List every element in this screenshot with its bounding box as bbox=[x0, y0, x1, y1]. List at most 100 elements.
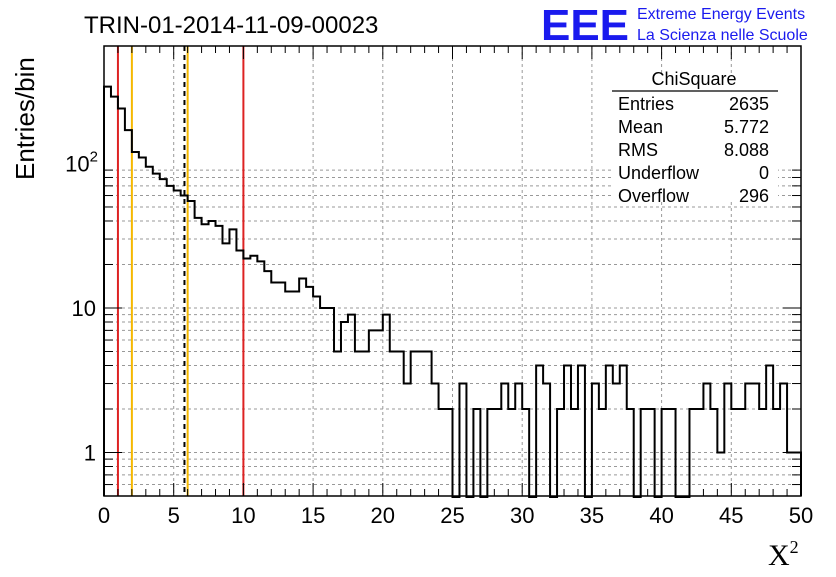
stats-row-value: 5.772 bbox=[724, 117, 769, 137]
histogram-bin bbox=[557, 409, 564, 496]
histogram-bin bbox=[613, 384, 620, 496]
histogram-bin bbox=[236, 250, 243, 496]
y-tick-label: 102 bbox=[65, 148, 98, 176]
histogram-bin bbox=[731, 409, 738, 496]
histogram-bin bbox=[320, 308, 327, 496]
histogram-bin bbox=[669, 409, 676, 496]
histogram-bin bbox=[390, 351, 397, 496]
histogram-bin bbox=[285, 292, 292, 496]
histogram-bin bbox=[404, 384, 411, 496]
logo-mark: EEE bbox=[541, 1, 629, 50]
histogram-bin bbox=[376, 330, 383, 496]
tick-labels: 0 5 10 15 20 25 30 35 40 45 50 1 10 102 bbox=[65, 148, 813, 528]
y-tick-label: 1 bbox=[84, 440, 96, 465]
stats-row-value: 296 bbox=[739, 186, 769, 206]
histogram-bin bbox=[306, 287, 313, 496]
x-tick-label: 35 bbox=[580, 503, 604, 528]
histogram-bin bbox=[752, 384, 759, 496]
histogram-bin bbox=[222, 243, 229, 496]
histogram-bin bbox=[348, 315, 355, 496]
histogram-bin bbox=[473, 409, 480, 496]
histogram-bin bbox=[606, 365, 613, 496]
histogram-bin bbox=[773, 409, 780, 496]
histogram-bin bbox=[620, 365, 627, 496]
histogram-bin bbox=[494, 409, 501, 496]
histogram-bin bbox=[271, 283, 278, 496]
histogram-bin bbox=[362, 351, 369, 496]
histogram-bin bbox=[188, 201, 195, 496]
histogram-bin bbox=[439, 409, 446, 496]
histogram-bin bbox=[397, 351, 404, 496]
histogram-bin bbox=[766, 365, 773, 496]
axis-ticks bbox=[103, 46, 802, 496]
histogram-bin bbox=[264, 271, 271, 496]
histogram-bin bbox=[229, 229, 236, 496]
histogram-bin bbox=[243, 259, 250, 496]
x-tick-label: 10 bbox=[231, 503, 255, 528]
histogram-bin bbox=[648, 409, 655, 496]
histogram-bin bbox=[299, 278, 306, 496]
y-tick-label: 10 bbox=[72, 296, 96, 321]
histogram-bin bbox=[592, 384, 599, 496]
logo-line-2: La Scienza nelle Scuole bbox=[637, 27, 808, 44]
x-tick-label: 40 bbox=[649, 503, 673, 528]
histogram-bin bbox=[501, 384, 508, 496]
histogram-bin bbox=[571, 409, 578, 496]
histogram-bin bbox=[627, 409, 634, 496]
stats-title: ChiSquare bbox=[651, 69, 736, 89]
histogram-bin bbox=[578, 365, 585, 496]
histogram-bin bbox=[250, 256, 257, 496]
histogram-bin bbox=[564, 365, 571, 496]
y-axis-label: Entries/bin bbox=[10, 57, 40, 180]
stats-row-value: 0 bbox=[759, 163, 769, 183]
histogram-bin bbox=[522, 409, 529, 496]
x-tick-label: 25 bbox=[440, 503, 464, 528]
eee-logo: EEE Extreme Energy Events La Scienza nel… bbox=[541, 1, 808, 50]
histogram-bin bbox=[543, 384, 550, 496]
histogram-bin bbox=[662, 409, 669, 496]
histogram-bin bbox=[432, 384, 439, 496]
marker-lines bbox=[116, 46, 245, 496]
histogram-bin bbox=[327, 308, 334, 496]
histogram-bin bbox=[369, 330, 376, 496]
x-tick-label: 0 bbox=[98, 503, 110, 528]
histogram-bin bbox=[599, 409, 606, 496]
histogram-bin bbox=[724, 384, 731, 496]
histogram-bin bbox=[292, 292, 299, 496]
stats-row-value: 2635 bbox=[729, 94, 769, 114]
histogram-bin bbox=[383, 315, 390, 496]
histogram-bin bbox=[689, 409, 696, 496]
x-tick-label: 20 bbox=[371, 503, 395, 528]
histogram-bin bbox=[195, 218, 202, 496]
histogram-bin bbox=[160, 179, 167, 496]
histogram-bin bbox=[641, 409, 648, 496]
histogram-bin bbox=[425, 351, 432, 496]
histogram-bin bbox=[710, 409, 717, 496]
x-tick-label: 45 bbox=[719, 503, 743, 528]
histogram-bin bbox=[759, 409, 766, 496]
stats-row-label: Mean bbox=[618, 117, 663, 137]
histogram-bin bbox=[536, 365, 543, 496]
x-tick-label: 5 bbox=[168, 503, 180, 528]
histogram-bin bbox=[216, 226, 223, 496]
histogram-bin bbox=[334, 351, 341, 496]
histogram-bin bbox=[459, 384, 466, 496]
x-tick-label: 15 bbox=[301, 503, 325, 528]
x-axis-label: X2 bbox=[768, 537, 799, 572]
stats-box: ChiSquare Entries 2635 Mean 5.772 RMS 8.088 Un… bbox=[612, 69, 778, 206]
histogram-bin bbox=[703, 384, 710, 496]
histogram-bin bbox=[341, 322, 348, 496]
x-tick-label: 30 bbox=[510, 503, 534, 528]
histogram-bin bbox=[745, 384, 752, 496]
histogram-bin bbox=[411, 351, 418, 496]
histogram-bin bbox=[738, 409, 745, 496]
stats-row-label: Overflow bbox=[618, 186, 690, 206]
histogram-bin bbox=[487, 409, 494, 496]
histogram-bin bbox=[418, 351, 425, 496]
histogram-bin bbox=[257, 261, 264, 496]
histogram-bin bbox=[202, 224, 209, 496]
histogram-bin bbox=[355, 351, 362, 496]
histogram-bin bbox=[139, 157, 146, 496]
histogram-bin bbox=[313, 297, 320, 496]
